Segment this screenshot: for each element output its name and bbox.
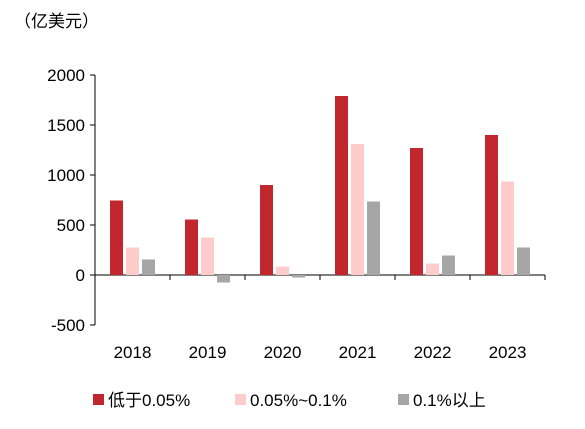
y-tick-label: 500 bbox=[57, 216, 85, 235]
y-tick-label: 1500 bbox=[47, 116, 85, 135]
bar bbox=[367, 201, 380, 275]
legend-label: 0.1%以上 bbox=[413, 391, 486, 410]
legend-swatch bbox=[93, 394, 104, 405]
axes bbox=[90, 74, 546, 326]
legend: 低于0.05% 0.05%~0.1% 0.1%以上 bbox=[93, 391, 486, 410]
bar bbox=[335, 96, 348, 275]
bar bbox=[110, 200, 123, 275]
bar bbox=[292, 275, 305, 278]
x-tick-label: 2021 bbox=[339, 343, 377, 362]
tick-labels: 2000 1500 1000 500 0 -500 2018 2019 2020 2021 2022… bbox=[47, 66, 526, 362]
bar bbox=[142, 259, 155, 275]
bar bbox=[201, 237, 214, 275]
bar bbox=[217, 275, 230, 283]
x-tick-label: 2018 bbox=[114, 343, 152, 362]
y-unit-label: （亿美元） bbox=[14, 12, 99, 31]
legend-label: 0.05%~0.1% bbox=[250, 391, 347, 410]
legend-swatch bbox=[398, 394, 409, 405]
bar bbox=[185, 219, 198, 275]
bar bbox=[485, 135, 498, 275]
bar bbox=[410, 148, 423, 275]
y-tick-label: 2000 bbox=[47, 66, 85, 85]
bar bbox=[517, 247, 530, 275]
y-tick-label: -500 bbox=[51, 316, 85, 335]
bar bbox=[260, 185, 273, 275]
x-tick-label: 2023 bbox=[489, 343, 527, 362]
legend-label: 低于0.05% bbox=[108, 391, 190, 410]
bar bbox=[126, 247, 139, 275]
x-tick-label: 2019 bbox=[189, 343, 227, 362]
bars bbox=[110, 96, 530, 283]
bar bbox=[501, 181, 514, 275]
y-tick-label: 0 bbox=[76, 266, 85, 285]
x-tick-label: 2022 bbox=[414, 343, 452, 362]
y-tick-label: 1000 bbox=[47, 166, 85, 185]
bar bbox=[426, 263, 439, 275]
bar bbox=[276, 266, 289, 275]
legend-swatch bbox=[235, 394, 246, 405]
x-tick-label: 2020 bbox=[264, 343, 302, 362]
bar bbox=[442, 255, 455, 275]
bar bbox=[351, 144, 364, 275]
